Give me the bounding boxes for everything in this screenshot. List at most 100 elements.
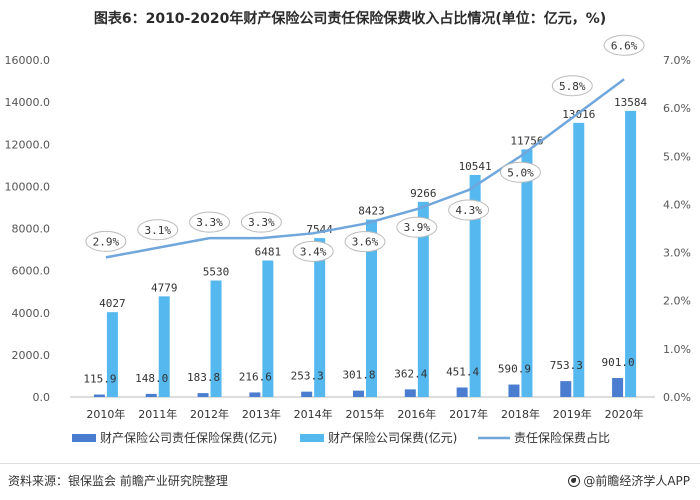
liability-bar [404, 389, 416, 397]
brand-logo-icon [568, 475, 581, 487]
share-value-bubble [292, 240, 334, 262]
total-premium-bar [417, 201, 429, 397]
total-premium-bar-label: 4027 [99, 297, 126, 310]
total-premium-bar [262, 260, 274, 397]
total-premium-bar [314, 238, 326, 397]
x-tick-label: 2012年 [190, 407, 229, 421]
x-tick-label: 2013年 [242, 407, 281, 421]
x-tick-label: 2014年 [294, 407, 333, 421]
liability-bar-label: 148.0 [135, 372, 168, 385]
total-premium-bar [158, 296, 170, 397]
total-premium-bar [469, 174, 481, 397]
share-value-bubble [603, 34, 645, 56]
left-tick-label: 10000.0 [5, 180, 51, 193]
liability-bar-label: 253.3 [291, 370, 324, 383]
share-value-label: 2.9% [93, 235, 120, 248]
share-value-label: 5.0% [507, 166, 534, 179]
total-premium-bar-label: 10541 [459, 160, 492, 173]
liability-bar-label: 753.3 [550, 359, 583, 372]
share-value-label: 6.6% [611, 39, 638, 52]
share-value-label: 3.1% [144, 224, 171, 237]
share-value-bubble [189, 211, 231, 233]
right-tick-label: 6.0% [663, 102, 691, 115]
liability-bar [612, 378, 624, 397]
right-axis-ticks: 0.0% 1.0% 2.0% 3.0% 4.0% 5.0% 6.0% 7.0% [663, 54, 691, 404]
total-premium-bar-label: 13584 [614, 96, 647, 109]
source-note: 资料来源：银保监会 前瞻产业研究院整理 [8, 474, 228, 488]
share-value-bubble [85, 230, 127, 252]
brand-text: @前瞻经济学人APP [583, 474, 690, 488]
x-tick-label: 2015年 [346, 407, 385, 421]
left-tick-label: 12000.0 [5, 138, 51, 151]
left-tick-label: 16000.0 [5, 54, 51, 67]
total-premium-bar [210, 280, 222, 397]
x-tick-label: 2011年 [138, 407, 177, 421]
legend-label-share: 责任保险保费占比 [514, 430, 610, 445]
footer-divider [0, 463, 700, 464]
chart-title: 图表6：2010-2020年财产保险公司责任保险保费收入占比情况(单位：亿元，%… [93, 11, 607, 27]
liability-bar-label: 590.9 [498, 363, 531, 376]
total-premium-bar [573, 122, 585, 398]
legend-swatch-liability [72, 434, 96, 442]
left-tick-label: 0.0 [33, 391, 51, 404]
total-premium-bar [106, 312, 118, 397]
liability-bar [197, 393, 209, 397]
share-value-label: 3.4% [300, 245, 327, 258]
total-premium-bar [366, 219, 377, 397]
right-tick-label: 1.0% [663, 343, 691, 356]
left-tick-label: 14000.0 [5, 96, 51, 109]
total-premium-bar-label: 4779 [151, 281, 178, 294]
left-tick-label: 6000.0 [12, 265, 51, 278]
liability-bar-label: 901.0 [602, 356, 635, 369]
total-premium-bar [521, 149, 533, 397]
legend: 财产保险公司责任保险保费(亿元) 财产保险公司保费(亿元) 责任保险保费占比 [72, 430, 610, 445]
left-tick-label: 8000.0 [12, 223, 51, 236]
right-tick-label: 7.0% [663, 54, 691, 67]
legend-swatch-total [300, 434, 324, 442]
liability-bar-label: 183.8 [187, 371, 220, 384]
liability-bar [249, 392, 261, 397]
share-value-label: 3.3% [196, 216, 223, 229]
right-tick-label: 3.0% [663, 247, 691, 260]
liability-bar [560, 381, 572, 397]
total-premium-bar-label: 11756 [510, 134, 543, 147]
x-tick-label: 2017年 [449, 407, 488, 421]
share-value-bubble [396, 216, 438, 238]
x-tick-label: 2020年 [605, 407, 644, 421]
share-line [105, 78, 625, 259]
total-premium-bar-label: 5530 [203, 266, 230, 279]
liability-bar-label: 301.8 [342, 369, 375, 382]
x-tick-label: 2010年 [86, 407, 125, 421]
right-tick-label: 0.0% [663, 391, 691, 404]
share-value-bubble [240, 211, 282, 233]
bar-labels: 115.9 4027 148.0 4779 183.8 5530 216.6 6481 253.… [83, 96, 647, 386]
share-value-label: 3.3% [248, 216, 275, 229]
right-tick-label: 2.0% [663, 295, 691, 308]
total-premium-bar-label: 6481 [255, 245, 282, 258]
share-value-bubble [137, 219, 179, 241]
share-line-group: 2.9% 3.1% 3.3% 3.3% 3.4% 3.6% 3.9% 4.3% 5.0% 5.8%… [85, 34, 645, 262]
liability-bar [93, 394, 105, 397]
liability-bar [145, 393, 157, 397]
liability-bar-label: 362.4 [394, 367, 427, 380]
left-axis-ticks: 0.0 2000.0 4000.0 6000.0 8000.0 10000.0 12000.… [5, 54, 51, 404]
x-tick-label: 2019年 [553, 407, 592, 421]
liability-bar [508, 384, 520, 397]
share-value-label: 3.6% [352, 236, 379, 249]
liability-bar [456, 387, 468, 397]
liability-bar-label: 115.9 [83, 373, 116, 386]
legend-label-total: 财产保险公司保费(亿元) [328, 430, 457, 445]
share-value-label: 5.8% [559, 80, 586, 93]
share-value-label: 3.9% [404, 221, 431, 234]
total-premium-bar [625, 110, 637, 398]
left-tick-label: 4000.0 [12, 307, 51, 320]
legend-label-liability: 财产保险公司责任保险保费(亿元) [100, 430, 277, 445]
liability-bar-label: 451.4 [446, 365, 479, 378]
brand-mark: @前瞻经济学人APP [568, 472, 690, 489]
share-value-label: 4.3% [455, 204, 482, 217]
total-premium-bar-label: 8423 [358, 205, 385, 218]
share-value-bubble [344, 231, 386, 253]
total-premium-bar-label: 9266 [410, 187, 437, 200]
liability-bar [353, 390, 364, 397]
